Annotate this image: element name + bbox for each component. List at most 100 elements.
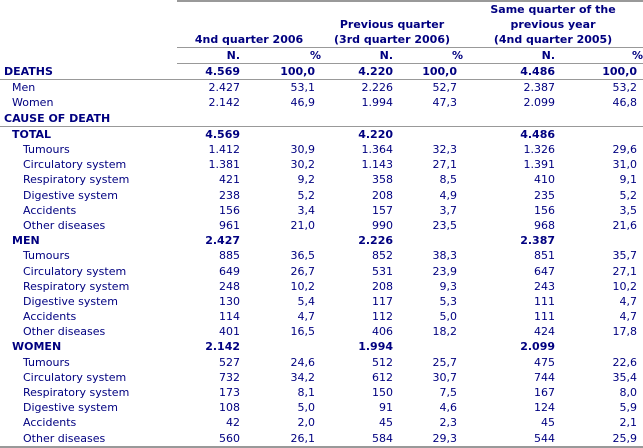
- percent-cell: 16,5: [290, 325, 316, 339]
- count-cell: 401: [219, 325, 240, 339]
- percent-cell: 100,0: [555, 63, 643, 81]
- table-row: WOMEN 2.142 1.994 2.099: [0, 339, 643, 354]
- percent-cell: 9,2: [297, 173, 316, 187]
- count-cell: 1.143: [361, 158, 394, 172]
- table-row: Accidents 42 2,0 45 2,3 45 2,1: [0, 415, 643, 430]
- count-cell: 45: [379, 416, 393, 430]
- percent-cell: 3,7: [439, 203, 458, 217]
- count-cell: 647: [534, 264, 556, 278]
- percent-cell: 8,1: [297, 386, 316, 400]
- count-cell: 612: [372, 370, 393, 384]
- percent-cell: 22,6: [612, 355, 638, 369]
- percent-cell: 30,2: [290, 158, 316, 172]
- percent-cell: 35,4: [612, 370, 638, 384]
- count-cell: 167: [534, 386, 556, 400]
- table-row: Accidents 114 4,7 112 5,0 111 4,7: [0, 309, 643, 324]
- row-label: Women: [12, 96, 54, 110]
- percent-cell: 27,1: [612, 264, 638, 278]
- count-cell: 4.486: [463, 63, 556, 81]
- percent-cell: 21,0: [290, 218, 316, 232]
- count-cell: 1.994: [361, 96, 394, 110]
- percent-cell: 46,9: [290, 96, 316, 110]
- count-cell: 1.326: [523, 143, 556, 157]
- table-row: Respiratory system 173 8,1 150 7,5 167 8,0: [0, 385, 643, 400]
- count-cell: 2.427: [205, 234, 240, 248]
- count-cell: 1.994: [358, 340, 393, 354]
- count-cell: 208: [372, 279, 393, 293]
- percent-cell: 47,3: [432, 96, 458, 110]
- count-cell: 208: [372, 188, 393, 202]
- percent-cell: 5,9: [619, 401, 638, 415]
- count-cell: 732: [219, 370, 240, 384]
- count-cell: 157: [372, 203, 393, 217]
- count-cell: [463, 110, 556, 127]
- row-label: Digestive system: [23, 188, 118, 202]
- header-pct: %: [393, 47, 464, 64]
- percent-cell: 2,1: [619, 416, 638, 430]
- count-cell: 406: [372, 325, 393, 339]
- header-same-quarter-previous-year: Same quarter of the previous year (4nd qua…: [463, 0, 643, 48]
- count-cell: 961: [219, 218, 240, 232]
- count-cell: 108: [219, 401, 240, 415]
- table-row: DEATHS 4.569 100,0 4.220 100,0 4.486 100,0: [0, 63, 643, 81]
- percent-cell: 10,2: [290, 279, 316, 293]
- header-n: N.: [177, 47, 240, 64]
- percent-cell: 18,2: [432, 325, 458, 339]
- count-cell: 4.486: [520, 127, 556, 141]
- percent-cell: 9,3: [439, 279, 458, 293]
- percent-cell: 52,7: [432, 81, 458, 95]
- percent-cell: [393, 110, 464, 127]
- count-cell: 235: [534, 188, 556, 202]
- count-cell: 424: [534, 325, 556, 339]
- count-cell: 45: [541, 416, 556, 430]
- percent-cell: [555, 339, 643, 354]
- percent-cell: 46,8: [612, 96, 638, 110]
- header-blank: [0, 1, 177, 48]
- percent-cell: 5,0: [439, 310, 458, 324]
- percent-cell: 25,7: [432, 355, 458, 369]
- count-cell: 2.099: [523, 96, 556, 110]
- header-line: 4nd quarter 2006: [194, 33, 304, 46]
- count-cell: [177, 110, 240, 127]
- count-cell: 527: [219, 355, 240, 369]
- percent-cell: [393, 233, 463, 248]
- percent-cell: 5,4: [297, 294, 316, 308]
- count-cell: 2.427: [208, 81, 241, 95]
- table-row: Other diseases 961 21,0 990 23,5 968 21,6: [0, 218, 643, 233]
- table-row: Tumours 885 36,5 852 38,3 851 35,7: [0, 248, 643, 263]
- percent-cell: 34,2: [290, 370, 316, 384]
- percent-cell: 23,5: [432, 218, 458, 232]
- row-label: Respiratory system: [23, 173, 130, 187]
- header-line: (4nd quarter 2005): [493, 33, 613, 46]
- header-line: Same quarter of the: [490, 3, 616, 16]
- percent-cell: 8,5: [439, 173, 458, 187]
- count-cell: 512: [372, 355, 393, 369]
- percent-cell: 53,2: [612, 81, 638, 95]
- row-label: CAUSE OF DEATH: [0, 110, 177, 127]
- percent-cell: 2,3: [439, 416, 458, 430]
- table-body: DEATHS 4.569 100,0 4.220 100,0 4.486 100,0 Men 2…: [0, 63, 643, 448]
- header-line: Previous quarter: [339, 18, 445, 31]
- count-cell: 112: [372, 310, 393, 324]
- row-label: Accidents: [23, 203, 77, 217]
- percent-cell: 2,0: [297, 416, 316, 430]
- percent-cell: 4,6: [439, 401, 458, 415]
- percent-cell: 21,6: [612, 218, 638, 232]
- count-cell: 649: [219, 264, 240, 278]
- header-n: N.: [463, 47, 556, 64]
- row-label: Digestive system: [23, 401, 118, 415]
- row-label: Circulatory system: [23, 370, 127, 384]
- count-cell: 130: [219, 294, 240, 308]
- count-cell: 1.391: [523, 158, 556, 172]
- percent-cell: 29,6: [612, 143, 638, 157]
- percent-cell: [555, 126, 643, 142]
- percent-cell: 27,1: [432, 158, 458, 172]
- percent-cell: [240, 233, 321, 248]
- table-row: Tumours 1.412 30,9 1.364 32,3 1.326 29,6: [0, 142, 643, 157]
- count-cell: 410: [534, 173, 556, 187]
- count-cell: 744: [534, 370, 556, 384]
- table-row: Other diseases 401 16,5 406 18,2 424 17,8: [0, 324, 643, 339]
- count-cell: 2.387: [520, 234, 556, 248]
- percent-cell: 5,3: [439, 294, 458, 308]
